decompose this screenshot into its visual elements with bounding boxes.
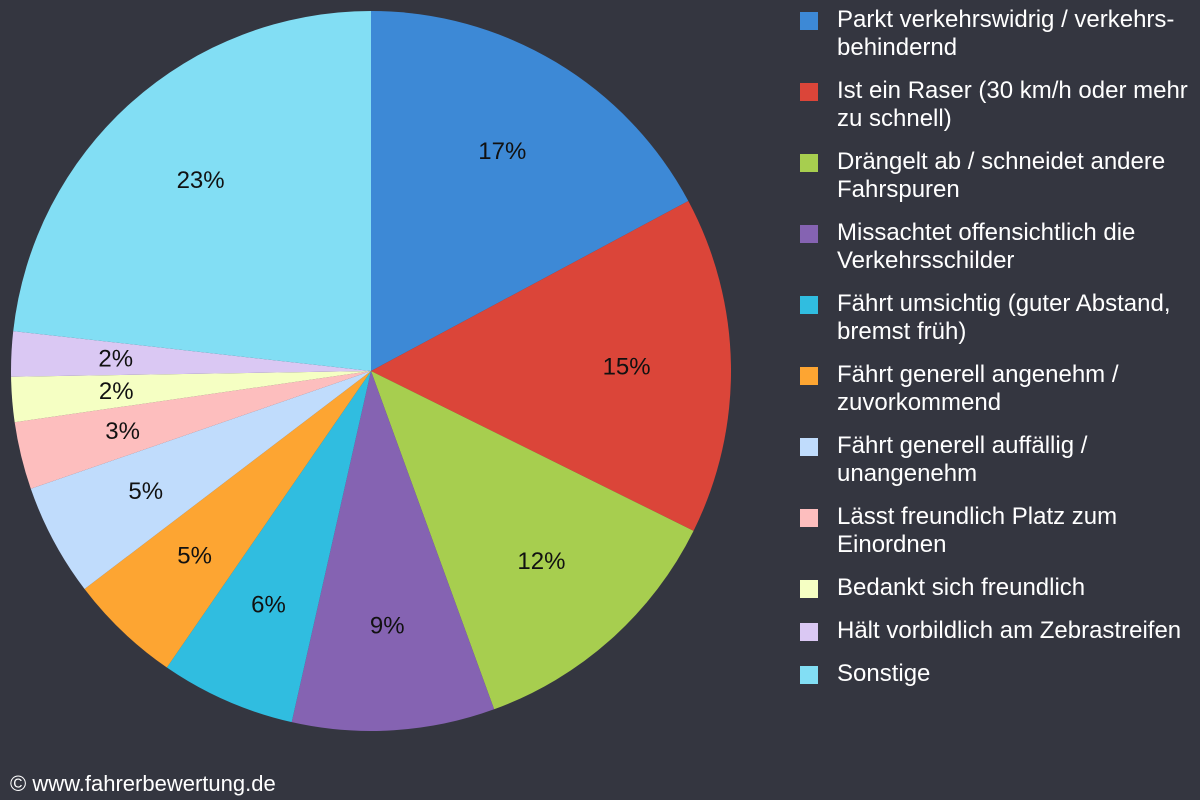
legend-item: Missachtet offensichtlich die Verkehrssc…	[800, 219, 1195, 275]
legend-swatch	[800, 623, 818, 641]
legend-item: Fährt generell angenehm / zuvorkommend	[800, 361, 1195, 417]
legend-swatch	[800, 296, 818, 314]
pie-slice	[11, 331, 372, 377]
legend-swatch	[800, 580, 818, 598]
legend-label: Hält vorbildlich am Zebrastreifen	[837, 617, 1182, 644]
legend-label: Bedankt sich freundlich	[837, 574, 1086, 601]
legend-label: Missachtet offensichtlich die Verkehrssc…	[837, 219, 1136, 274]
legend-item: Hält vorbildlich am Zebrastreifen	[800, 617, 1195, 645]
legend-item: Sonstige	[800, 660, 1195, 688]
slice-percentage-label: 2%	[99, 378, 134, 405]
legend-label: Sonstige	[837, 660, 931, 687]
legend-swatch	[800, 225, 818, 243]
slice-percentage-label: 5%	[177, 543, 212, 570]
legend-label: Drängelt ab / schneidet andere Fahrspure…	[837, 148, 1166, 203]
slice-percentage-label: 12%	[517, 548, 565, 575]
slice-percentage-label: 9%	[370, 613, 405, 640]
legend-swatch	[800, 83, 818, 101]
pie-slice	[30, 371, 372, 590]
legend-item: Parkt verkehrswidrig / verkehrs-behinder…	[800, 6, 1195, 62]
legend-item: Fährt umsichtig (guter Abstand, bremst f…	[800, 290, 1195, 346]
legend-label: Ist ein Raser (30 km/h oder mehr zu schn…	[837, 77, 1188, 132]
legend-label: Fährt generell auffällig / unangenehm	[837, 432, 1088, 487]
copyright-notice: © www.fahrerbewertung.de	[10, 771, 276, 796]
pie-chart: 17% 15% 12% 9% 6% 5% 5% 3% 2% 2% 23%	[11, 11, 731, 731]
pie-slice	[84, 371, 371, 668]
legend-item: Ist ein Raser (30 km/h oder mehr zu schn…	[800, 77, 1195, 133]
legend-item: Drängelt ab / schneidet andere Fahrspure…	[800, 148, 1195, 204]
legend: Parkt verkehrswidrig / verkehrs-behinder…	[800, 6, 1195, 703]
legend-swatch	[800, 154, 818, 172]
slice-percentage-label: 17%	[478, 138, 526, 165]
pie-slice	[11, 371, 372, 423]
pie-slice	[371, 200, 731, 531]
pie-slice	[166, 371, 371, 723]
slice-percentage-label: 6%	[251, 592, 286, 619]
pie-slice	[371, 371, 694, 710]
legend-label: Fährt umsichtig (guter Abstand, bremst f…	[837, 290, 1171, 345]
pie-slice	[291, 371, 495, 731]
legend-item: Fährt generell auffällig / unangenehm	[800, 432, 1195, 488]
slice-percentage-label: 15%	[603, 353, 651, 380]
pie-slice	[14, 371, 371, 489]
legend-item: Bedankt sich freundlich	[800, 574, 1195, 602]
legend-swatch	[800, 12, 818, 30]
pie-slice	[371, 11, 689, 371]
legend-swatch	[800, 509, 818, 527]
legend-swatch	[800, 666, 818, 684]
legend-label: Lässt freundlich Platz zum Einordnen	[837, 503, 1118, 558]
legend-swatch	[800, 367, 818, 385]
legend-label: Parkt verkehrswidrig / verkehrs-behinder…	[837, 6, 1175, 61]
legend-swatch	[800, 438, 818, 456]
legend-label: Fährt generell angenehm / zuvorkommend	[837, 361, 1119, 416]
pie-slice	[13, 11, 371, 371]
slice-percentage-label: 5%	[128, 478, 163, 505]
legend-item: Lässt freundlich Platz zum Einordnen	[800, 503, 1195, 559]
slice-percentage-label: 3%	[105, 418, 140, 445]
slice-percentage-label: 23%	[177, 167, 225, 194]
slice-percentage-label: 2%	[98, 345, 133, 372]
